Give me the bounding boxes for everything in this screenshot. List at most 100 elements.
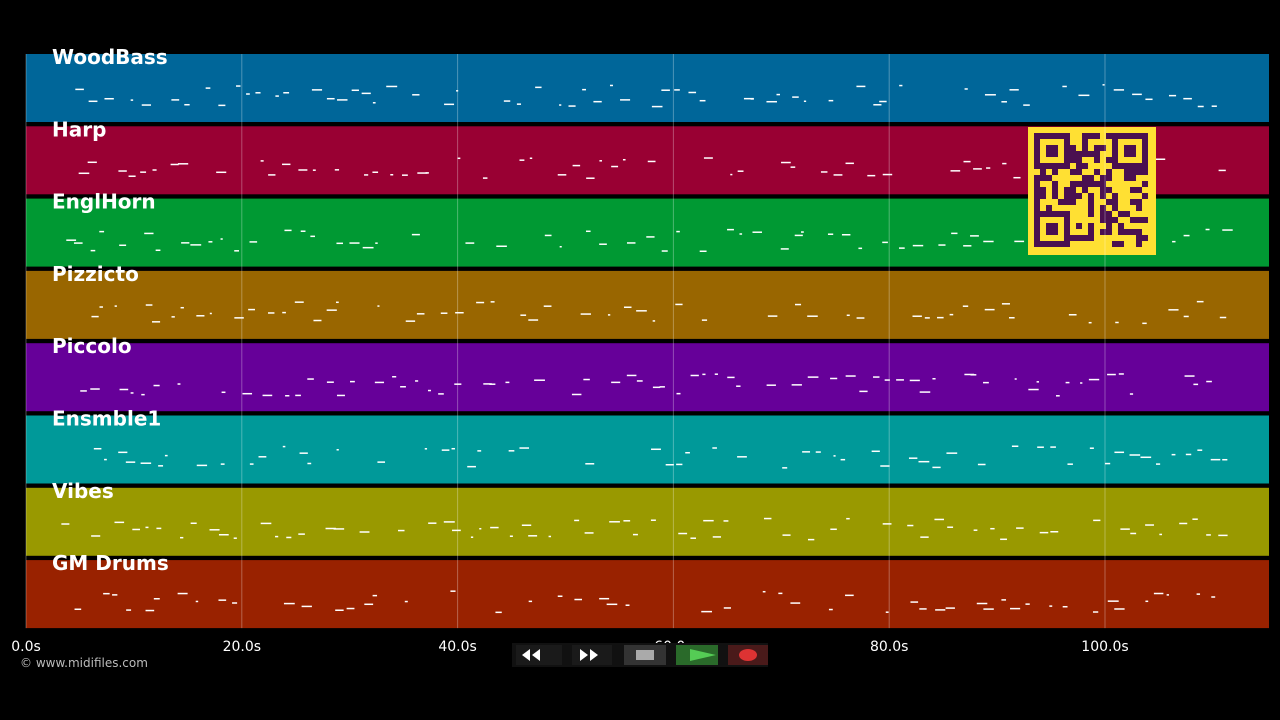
note <box>118 170 127 172</box>
note <box>1120 528 1130 530</box>
qr-cell <box>1070 151 1076 157</box>
qr-cell <box>1058 211 1064 217</box>
note <box>61 523 70 525</box>
note <box>661 89 670 91</box>
note <box>1184 375 1195 377</box>
note <box>659 386 665 388</box>
qr-cell <box>1064 199 1070 205</box>
note <box>1037 446 1044 448</box>
note <box>87 161 97 164</box>
note <box>412 94 420 96</box>
note <box>90 388 100 390</box>
note <box>912 244 924 247</box>
note <box>275 95 279 97</box>
note <box>743 97 754 100</box>
forward-button[interactable] <box>572 645 612 665</box>
x-tick-label: 40.0s <box>438 639 476 655</box>
note <box>752 231 762 233</box>
note <box>190 522 197 525</box>
qr-cell <box>1142 235 1148 241</box>
note <box>260 522 272 525</box>
note <box>571 393 582 396</box>
x-tick-label: 80.0s <box>870 639 908 655</box>
note <box>141 104 152 106</box>
note <box>444 103 455 106</box>
track-name: Ensmble1 <box>52 407 161 431</box>
stop-button[interactable] <box>624 645 666 665</box>
track-name: Pizzicto <box>52 262 139 286</box>
qr-cell <box>1046 211 1052 217</box>
note <box>1009 89 1019 91</box>
note <box>508 450 515 452</box>
qr-cell <box>1040 211 1046 217</box>
qr-cell <box>1082 175 1088 181</box>
qr-cell <box>1046 151 1052 157</box>
qr-cell <box>1076 151 1082 157</box>
note <box>158 465 164 467</box>
note <box>364 603 374 606</box>
qr-cell <box>1100 205 1106 211</box>
note <box>325 527 336 530</box>
note <box>144 232 154 235</box>
note <box>451 447 455 450</box>
note <box>372 594 378 597</box>
note <box>232 602 238 604</box>
note <box>438 393 444 395</box>
note <box>801 231 804 233</box>
note <box>119 244 127 247</box>
qr-cell <box>1046 241 1052 247</box>
qr-cell <box>1136 187 1142 193</box>
note <box>443 521 455 523</box>
note <box>1183 234 1190 237</box>
qr-cell <box>1034 133 1040 139</box>
qr-code <box>1028 127 1156 255</box>
note <box>310 235 315 238</box>
qr-cell <box>1142 145 1148 151</box>
qr-cell <box>1088 235 1094 241</box>
note <box>1023 104 1030 106</box>
note <box>1107 373 1116 376</box>
note <box>298 169 308 171</box>
note <box>723 520 729 522</box>
rewind-button[interactable] <box>516 645 562 665</box>
note <box>246 93 250 95</box>
note <box>1025 603 1030 605</box>
qr-cell <box>1106 133 1112 139</box>
note <box>938 244 946 246</box>
track-name: Harp <box>52 117 106 141</box>
note <box>884 379 890 381</box>
controls <box>512 643 768 667</box>
note <box>425 172 429 174</box>
note <box>180 536 184 539</box>
note <box>78 172 90 175</box>
note <box>983 240 994 243</box>
note <box>572 164 581 167</box>
play-button[interactable] <box>676 645 718 665</box>
note <box>390 174 394 176</box>
note <box>1050 446 1056 448</box>
note <box>1145 600 1149 603</box>
note <box>620 99 631 101</box>
note <box>880 465 890 467</box>
record-button[interactable] <box>728 645 768 665</box>
note <box>66 239 77 241</box>
note <box>762 590 766 593</box>
note <box>489 383 496 385</box>
note <box>636 380 643 382</box>
x-tick-label: 0.0s <box>11 639 41 655</box>
note <box>763 517 772 520</box>
note <box>593 100 602 103</box>
note <box>236 85 241 87</box>
note <box>455 311 464 314</box>
note <box>606 603 618 606</box>
note <box>767 315 778 317</box>
track-lane <box>26 54 1269 122</box>
qr-cell <box>1112 157 1118 163</box>
note <box>249 241 258 243</box>
qr-cell <box>1058 241 1064 247</box>
qr-cell <box>1094 133 1100 139</box>
note <box>802 451 811 453</box>
note <box>790 166 796 168</box>
note <box>114 305 117 307</box>
qr-cell <box>1034 163 1040 169</box>
